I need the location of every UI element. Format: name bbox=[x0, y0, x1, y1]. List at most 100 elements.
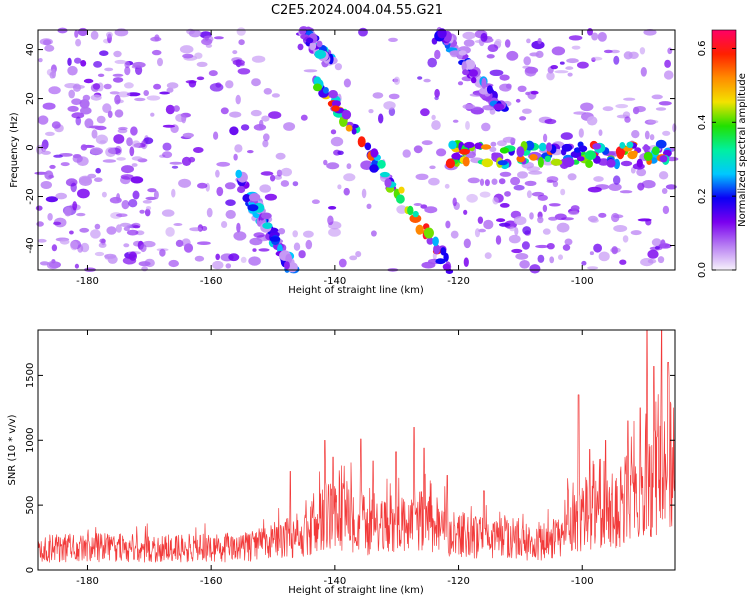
heatmap-feature-cell bbox=[443, 252, 449, 262]
heatmap-noise-cell bbox=[546, 243, 555, 250]
snr-y-tick-label: 1500 bbox=[25, 363, 36, 388]
heatmap-feature-cell bbox=[341, 109, 352, 120]
heatmap-noise-cell bbox=[51, 68, 56, 79]
heatmap-noise-cell bbox=[330, 136, 344, 147]
heatmap-noise-cell bbox=[75, 116, 82, 126]
heatmap-noise-cell bbox=[234, 144, 243, 153]
heatmap-noise-cell bbox=[35, 205, 43, 211]
heatmap-noise-cell bbox=[463, 257, 469, 268]
heatmap-noise-cell bbox=[118, 126, 128, 131]
heatmap-noise-cell bbox=[388, 93, 400, 100]
heatmap-noise-cell bbox=[115, 224, 122, 233]
heatmap-noise-cell bbox=[474, 228, 481, 238]
heatmap-noise-cell bbox=[542, 228, 551, 235]
heatmap-noise-cell bbox=[517, 171, 528, 179]
heatmap-noise-cell bbox=[535, 50, 544, 59]
heatmap-noise-cell bbox=[358, 27, 368, 37]
heatmap-noise-cell bbox=[603, 49, 613, 54]
heatmap-noise-cell bbox=[649, 134, 655, 141]
heatmap-noise-cell bbox=[450, 230, 459, 239]
heatmap-noise-cell bbox=[323, 159, 328, 166]
heatmap-noise-cell bbox=[661, 188, 668, 194]
heatmap-noise-cell bbox=[206, 207, 213, 218]
heatmap-noise-cell bbox=[278, 228, 286, 235]
heatmap-noise-cell bbox=[623, 97, 636, 101]
heatmap-feature-cell bbox=[626, 141, 634, 148]
snr-x-tick-label: -140 bbox=[324, 576, 347, 587]
heatmap-feature-cell bbox=[655, 139, 667, 149]
heatmap-noise-cell bbox=[587, 215, 598, 222]
heatmap-noise-cell bbox=[498, 222, 511, 227]
heatmap-noise-cell bbox=[39, 38, 53, 46]
heatmap-noise-cell bbox=[431, 120, 441, 131]
heatmap-noise-cell bbox=[102, 159, 117, 163]
heatmap-noise-cell bbox=[94, 177, 103, 182]
heatmap-noise-cell bbox=[106, 31, 113, 38]
heatmap-noise-cell bbox=[144, 208, 151, 217]
heatmap-noise-cell bbox=[162, 124, 175, 128]
heatmap-feature-cell bbox=[643, 151, 653, 161]
snr-series-line bbox=[37, 329, 676, 563]
colorbar-tick-label: 0.2 bbox=[697, 188, 708, 204]
heatmap-feature-cell bbox=[493, 103, 505, 111]
heatmap-noise-cell bbox=[415, 173, 429, 180]
heatmap-noise-cell bbox=[667, 47, 673, 55]
heatmap-noise-cell bbox=[68, 89, 75, 99]
heatmap-noise-cell bbox=[424, 206, 438, 214]
heatmap-noise-cell bbox=[276, 169, 283, 177]
heatmap-noise-cell bbox=[220, 107, 229, 115]
heatmap-noise-cell bbox=[513, 216, 527, 226]
heatmap-feature-cell bbox=[471, 76, 477, 84]
heatmap-noise-cell bbox=[506, 50, 519, 61]
heatmap-y-ticks: -40 -20 0 20 40 bbox=[25, 43, 675, 254]
heatmap-noise-cell bbox=[132, 61, 146, 68]
heatmap-noise-cell bbox=[550, 65, 558, 70]
heatmap-noise-cell bbox=[519, 116, 527, 121]
heatmap-feature-cell bbox=[235, 169, 242, 179]
heatmap-noise-cell bbox=[268, 111, 282, 119]
heatmap-noise-cell bbox=[492, 197, 499, 205]
heatmap-noise-cell bbox=[263, 88, 272, 95]
heatmap-feature-cell bbox=[396, 194, 405, 204]
heatmap-feature-cell bbox=[412, 210, 419, 218]
heatmap-noise-blobs bbox=[34, 27, 679, 274]
heatmap-noise-cell bbox=[383, 101, 396, 110]
heatmap-feature-cell bbox=[306, 37, 314, 44]
heatmap-noise-cell bbox=[114, 59, 127, 64]
heatmap-noise-cell bbox=[194, 255, 205, 262]
heatmap-noise-cell bbox=[560, 132, 573, 140]
heatmap-noise-cell bbox=[94, 251, 105, 257]
heatmap-noise-cell bbox=[664, 59, 671, 68]
heatmap-noise-cell bbox=[70, 240, 78, 251]
heatmap-noise-cell bbox=[225, 80, 234, 89]
heatmap-noise-cell bbox=[78, 175, 92, 184]
heatmap-feature-cell bbox=[529, 154, 538, 161]
snr-x-tick-label: -160 bbox=[200, 576, 223, 587]
heatmap-feature-cell bbox=[331, 100, 341, 107]
heatmap-noise-cell bbox=[421, 140, 433, 146]
heatmap-noise-cell bbox=[126, 92, 141, 97]
heatmap-noise-cell bbox=[361, 188, 367, 199]
heatmap-noise-cell bbox=[71, 98, 82, 105]
heatmap-feature-cell bbox=[461, 61, 467, 72]
heatmap-feature-cell bbox=[550, 158, 563, 166]
heatmap-noise-cell bbox=[466, 193, 478, 203]
heatmap-noise-cell bbox=[240, 124, 250, 131]
heatmap-noise-cell bbox=[83, 78, 94, 84]
heatmap-noise-cell bbox=[151, 49, 162, 56]
heatmap-noise-cell bbox=[46, 260, 60, 270]
heatmap-noise-cell bbox=[112, 77, 124, 83]
heatmap-noise-cell bbox=[221, 221, 228, 228]
heatmap-noise-cell bbox=[205, 43, 213, 48]
heatmap-noise-cell bbox=[598, 251, 610, 262]
heatmap-noise-cell bbox=[95, 167, 101, 174]
heatmap-feature-cell bbox=[269, 236, 281, 242]
heatmap-noise-cell bbox=[355, 251, 362, 258]
heatmap-feature-cell bbox=[462, 156, 470, 167]
snr-y-axis-label: SNR (10 * v/v) bbox=[7, 414, 18, 485]
heatmap-noise-cell bbox=[452, 197, 457, 207]
heatmap-noise-cell bbox=[113, 50, 122, 58]
heatmap-noise-cell bbox=[423, 78, 431, 83]
heatmap-noise-cell bbox=[194, 52, 203, 59]
